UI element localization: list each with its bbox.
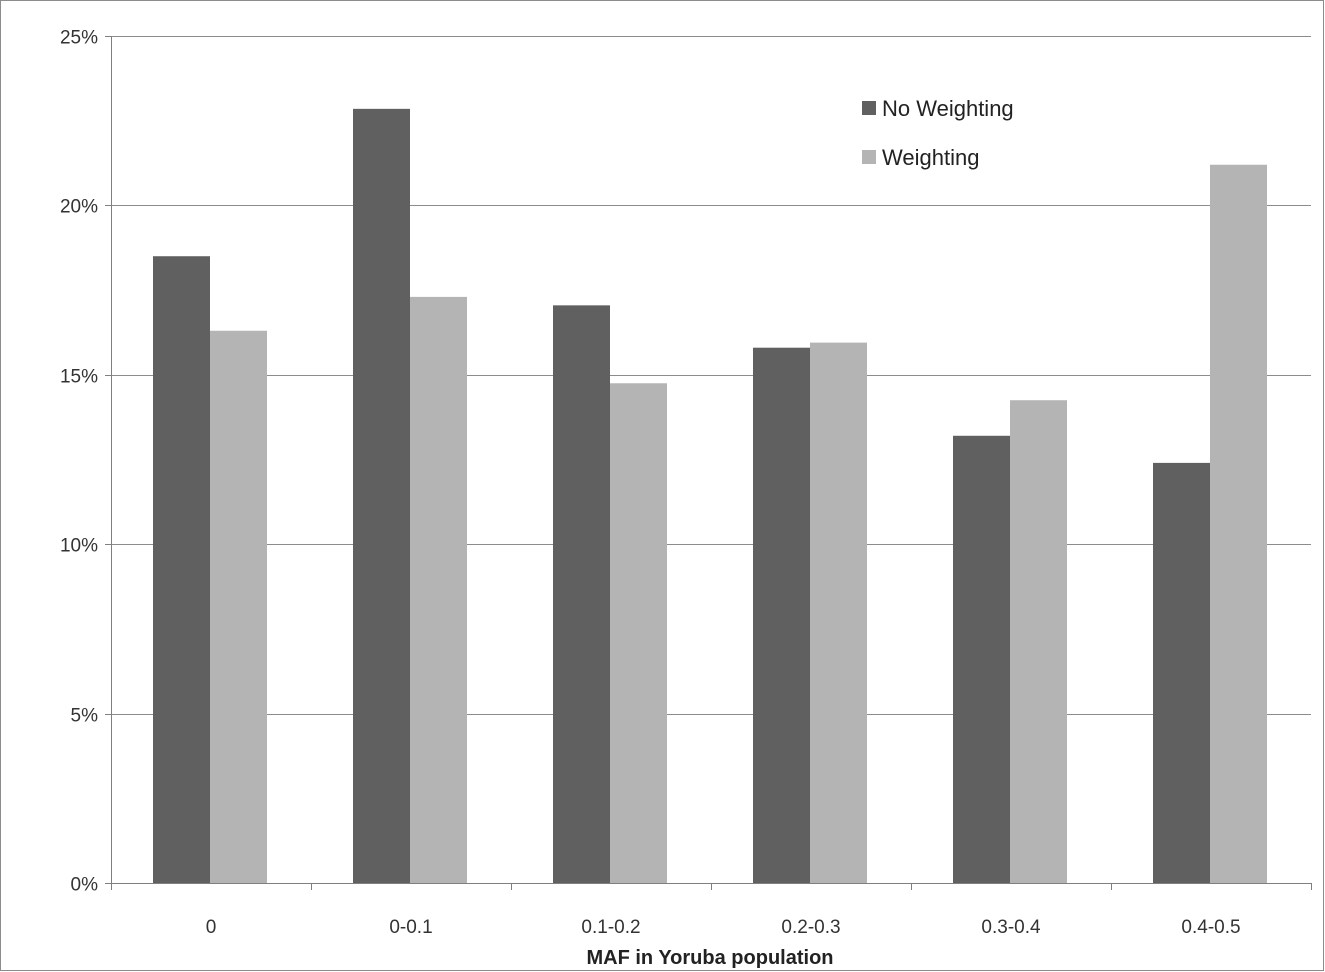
- bars: [153, 108, 1267, 884]
- bar-weighting: [1210, 164, 1267, 883]
- y-tick-label: 20%: [60, 197, 98, 218]
- bar-weighting: [410, 296, 467, 884]
- y-tick-label: 5%: [71, 706, 99, 727]
- axes: [105, 36, 1312, 890]
- bar-no-weighting: [353, 108, 410, 884]
- legend-swatch: [862, 101, 876, 115]
- bar-weighting: [210, 330, 267, 884]
- x-axis-title: MAF in Yoruba population: [586, 947, 833, 969]
- legend-label: No Weighting: [882, 96, 1014, 121]
- bar-no-weighting: [953, 435, 1010, 883]
- x-tick-label: 0.1-0.2: [581, 917, 640, 938]
- x-tick-label: 0: [206, 917, 217, 938]
- gridlines: [111, 36, 1311, 715]
- x-tick-label: 0.4-0.5: [1181, 917, 1240, 938]
- y-tick-label: 25%: [60, 28, 98, 49]
- y-tick-label: 0%: [71, 875, 99, 896]
- x-tick-label: 0-0.1: [389, 917, 432, 938]
- legend: No Weighting Weighting: [862, 96, 1014, 170]
- bar-no-weighting: [753, 347, 810, 883]
- bar-no-weighting: [553, 305, 610, 883]
- legend-swatch: [862, 150, 876, 164]
- x-tick-label: 0.3-0.4: [981, 917, 1041, 938]
- tick-labels: 0% 5% 10% 15% 20% 25% 0 0-0.1 0.1-0.2 0.2-0.3 0.3-…: [60, 28, 1241, 939]
- legend-label: Weighting: [882, 145, 979, 170]
- y-tick-label: 10%: [60, 536, 98, 557]
- bar-weighting: [610, 383, 667, 883]
- bar-no-weighting: [153, 256, 210, 884]
- x-tick-label: 0.2-0.3: [781, 917, 840, 938]
- bar-weighting: [1010, 400, 1067, 883]
- bar-weighting: [810, 342, 867, 883]
- bar-no-weighting: [1153, 462, 1210, 883]
- y-tick-label: 15%: [60, 367, 98, 388]
